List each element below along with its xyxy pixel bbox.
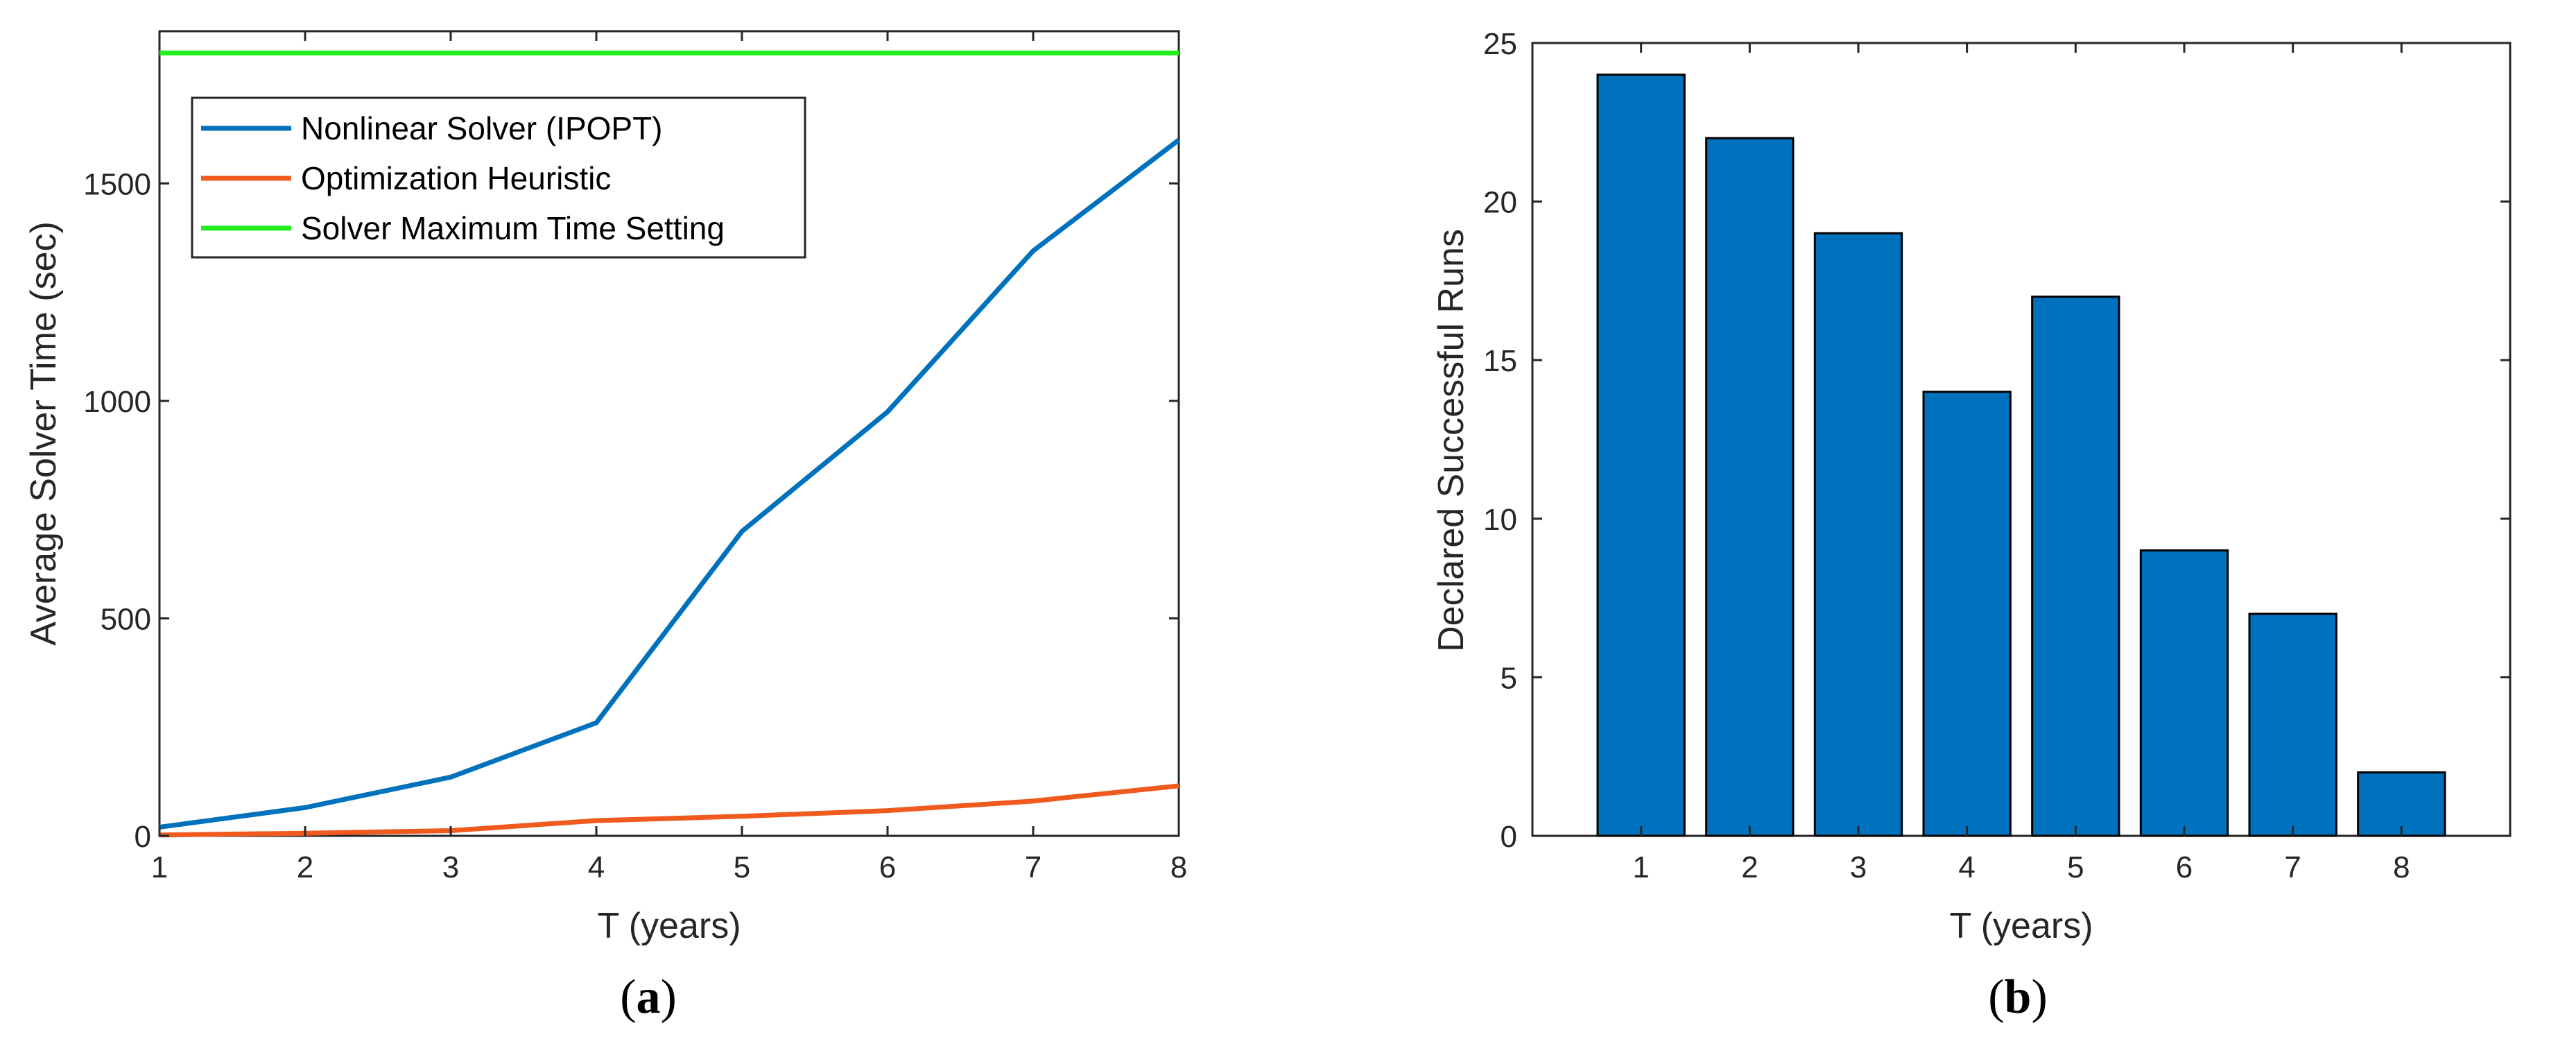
panel-b-x-ticks: 1 2 3 4 5 6 7 8 — [1632, 43, 2410, 884]
panel-a-line-chart: 1 2 3 4 5 6 7 8 0 500 1000 1500 Nonlinear Solver (… — [24, 30, 1187, 1024]
y-tick-label: 1000 — [83, 385, 151, 419]
series-line — [159, 783, 1179, 838]
legend-label: Nonlinear Solver (IPOPT) — [301, 110, 663, 146]
y-tick-label: 15 — [1483, 344, 1517, 378]
bar — [1813, 232, 1903, 837]
x-tick-label: 3 — [1850, 850, 1867, 884]
legend-box — [191, 96, 806, 259]
y-tick-label: 1500 — [83, 167, 151, 201]
y-tick-label: 0 — [135, 820, 151, 854]
x-tick-label: 7 — [2284, 850, 2301, 884]
x-tick-label: 4 — [588, 850, 605, 884]
panel-a-letter: a — [637, 970, 661, 1024]
bar — [2357, 771, 2446, 837]
panel-a-legend: Nonlinear Solver (IPOPT) Optimization Heu… — [191, 96, 806, 259]
y-tick-label: 0 — [1501, 820, 1517, 854]
y-tick-label: 5 — [1501, 661, 1517, 695]
bar — [1596, 74, 1686, 837]
x-tick-label: 2 — [1741, 850, 1758, 884]
panel-b-x-axis-label: T (years) — [1949, 906, 2093, 946]
x-tick-label: 8 — [1170, 850, 1187, 884]
x-tick-label: 6 — [2176, 850, 2193, 884]
panel-b-y-axis-label: Declared Successful Runs — [1431, 229, 1471, 652]
x-tick-label: 4 — [1958, 850, 1975, 884]
bar — [2031, 295, 2120, 837]
panel-b-letter: b — [2005, 970, 2032, 1024]
x-tick-label: 5 — [2067, 850, 2084, 884]
bar — [1922, 391, 2012, 837]
legend-label: Solver Maximum Time Setting — [301, 210, 725, 246]
legend-label: Optimization Heuristic — [301, 160, 611, 196]
panel-b-bars-group — [1596, 74, 2446, 837]
panel-a-series-group — [159, 50, 1181, 838]
panel-a-caption: (a) — [620, 970, 677, 1024]
panel-b-bar-chart: 1 2 3 4 5 6 7 8 0 5 10 15 20 25 T (years) Declared S… — [1431, 27, 2512, 1024]
x-tick-label: 3 — [442, 850, 459, 884]
x-tick-label: 5 — [734, 850, 750, 884]
x-tick-label: 6 — [879, 850, 896, 884]
y-tick-label: 500 — [101, 602, 151, 636]
x-tick-label: 8 — [2393, 850, 2410, 884]
x-tick-label: 1 — [151, 850, 168, 884]
x-tick-label: 7 — [1025, 850, 1041, 884]
y-tick-label: 25 — [1483, 27, 1517, 61]
panel-a-y-ticks: 0 500 1000 1500 — [83, 167, 1179, 854]
panel-a-y-axis-label: Average Solver Time (sec) — [24, 221, 64, 646]
y-tick-label: 10 — [1483, 503, 1517, 537]
panel-b-plot-area — [1531, 42, 2512, 837]
panel-a-x-axis-label: T (years) — [597, 906, 741, 946]
y-tick-label: 20 — [1483, 186, 1517, 220]
panel-b-caption: (b) — [1988, 970, 2048, 1024]
bar — [2139, 549, 2229, 837]
bar — [1705, 137, 1795, 837]
panel-a-x-ticks: 1 2 3 4 5 6 7 8 — [151, 31, 1187, 884]
bar — [2248, 612, 2337, 837]
series-line — [159, 137, 1181, 830]
panel-b-y-ticks: 0 5 10 15 20 25 — [1483, 27, 2510, 854]
x-tick-label: 1 — [1632, 850, 1649, 884]
x-tick-label: 2 — [297, 850, 313, 884]
